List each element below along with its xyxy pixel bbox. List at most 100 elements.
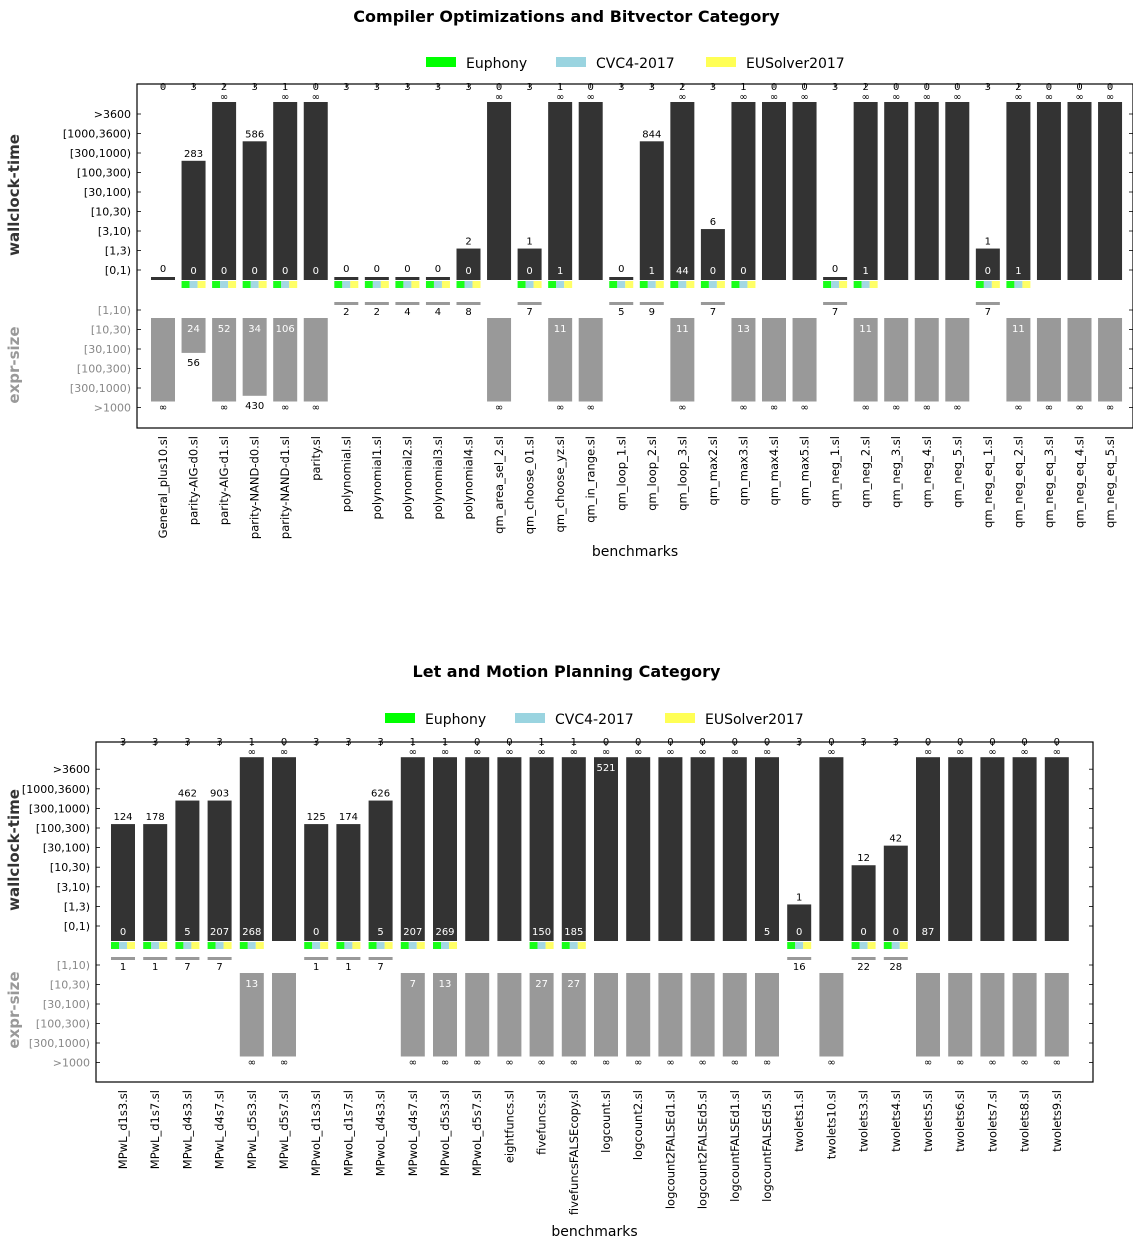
size-bar-inner-label: 11 [554,324,567,335]
size-bar-inner-label: 11 [859,324,872,335]
size-bar-bottom-label: ∞ [1106,403,1114,414]
legend-swatch-0 [385,713,415,723]
x-tick-label: qm_loop_1.sl [614,436,628,511]
time-bar-inner-label: 0 [710,266,716,277]
solver-strip-0 [175,942,184,949]
y-tick-label-time: [1000,3600) [63,128,131,141]
x-tick-label: logcountFALSEd1.sl [728,1090,742,1202]
legend-label-2: EUSolver2017 [746,56,845,72]
size-bar-bottom-label: ∞ [159,403,167,414]
size-bar-inner-label: 52 [218,324,231,335]
size-bar [948,973,973,1057]
size-bar [175,957,200,960]
time-bar-top-label: 0 [832,264,838,275]
size-bar-inner-label: 34 [248,324,261,335]
x-tick-label: qm_loop_3.sl [675,436,689,511]
size-bar-bottom-label: ∞ [537,1058,545,1069]
size-bar [143,957,168,960]
time-bar [980,757,1005,941]
size-bar-bottom-label: 2 [343,307,349,318]
size-bar-inner-label: 24 [187,324,200,335]
time-bar [1044,757,1069,941]
time-bar-top-label: ∞ [770,92,778,103]
size-bar-bottom-label: ∞ [634,1058,642,1069]
time-bar [658,757,683,941]
time-bar-top-label: 283 [184,149,203,160]
time-bar-top-label: 462 [178,789,197,800]
x-tick-label: MPwoL_d1s7.sl [341,1090,355,1176]
size-bar-bottom-label: 16 [793,962,806,973]
x-tick-label: MPwL_d4s7.sl [213,1090,227,1169]
time-bar-top-label: ∞ [602,747,610,758]
size-bar-bottom-label: ∞ [1075,403,1083,414]
time-bar-top-label: ∞ [763,747,771,758]
x-tick-label: qm_neg_1.sl [828,436,842,508]
solver-strip-0 [561,942,570,949]
size-bar-bottom-label: 28 [889,962,902,973]
solver-strip-0 [433,942,441,949]
time-bar-top-label: ∞ [892,92,900,103]
solver-strip-2 [127,942,135,949]
time-bar [456,248,481,280]
size-bar [722,973,747,1057]
size-bar [395,302,420,305]
chart-title: Compiler Optimizations and Bitvector Cat… [353,7,780,26]
size-bar [792,318,817,402]
solver-strip-1 [344,942,353,949]
time-bar-inner-label: 269 [435,927,454,938]
time-bar-inner-label: 0 [221,266,227,277]
solver-strip-2 [352,942,361,949]
x-tick-label: qm_neg_5.sl [950,436,964,508]
legend-label-0: Euphony [425,712,486,728]
time-bar-top-label: ∞ [473,747,481,758]
solver-strip-2 [803,942,812,949]
size-bar-inner-label: 106 [276,324,295,335]
size-bar-inner-label: 13 [737,324,750,335]
time-bar [945,102,970,280]
time-bar-top-label: ∞ [956,747,964,758]
size-bar [670,318,695,402]
solver-strip-0 [400,942,409,949]
time-bar-top-label: ∞ [248,747,256,758]
x-tick-label: twolets3.sl [857,1090,871,1152]
y-tick-label-size: [300,1000) [70,382,131,395]
size-bar-bottom-label: ∞ [763,1058,771,1069]
time-bar [239,757,264,941]
solver-strip-2 [380,281,389,288]
time-bar [364,277,389,280]
solver-strip-2 [1022,281,1031,288]
time-bar [336,824,361,941]
size-bar-bottom-label: ∞ [800,403,808,414]
size-bar-bottom-label: 1 [313,962,319,973]
x-tick-label: qm_neg_eq_1.sl [981,436,995,528]
y-axis-label-size: expr-size [5,326,23,403]
time-bar [334,277,359,280]
solver-strip-1 [372,281,381,288]
size-bar [548,318,573,402]
size-bar-bottom-label: ∞ [587,403,595,414]
size-bar [819,973,844,1057]
y-tick-label-time: [300,1000) [29,802,90,815]
solver-strip-0 [700,281,709,288]
size-bar-bottom-label: 1 [120,962,126,973]
solver-strip-1 [433,281,442,288]
size-bar-bottom-label: 9 [649,307,655,318]
time-bar-inner-label: 0 [282,266,288,277]
legend-swatch-0 [426,57,456,67]
x-tick-label: fivefuncsFALSEcopy.sl [567,1090,581,1215]
solver-strip-1 [250,281,259,288]
solver-strip-2 [191,942,200,949]
x-tick-label: MPwL_d5s7.sl [277,1090,291,1169]
solver-strip-0 [425,281,434,288]
time-bar-top-label: ∞ [731,747,739,758]
size-bar-bottom-label: ∞ [570,1058,578,1069]
time-bar-inner-label: 0 [985,266,991,277]
time-bar [1036,102,1061,280]
y-tick-label-size: [1,10) [57,959,90,972]
solver-strip-1 [215,942,224,949]
size-bar [425,302,450,305]
time-bar-top-label: ∞ [953,92,961,103]
solver-strip-2 [223,942,232,949]
size-bar [975,302,1000,305]
time-bar [151,277,175,280]
